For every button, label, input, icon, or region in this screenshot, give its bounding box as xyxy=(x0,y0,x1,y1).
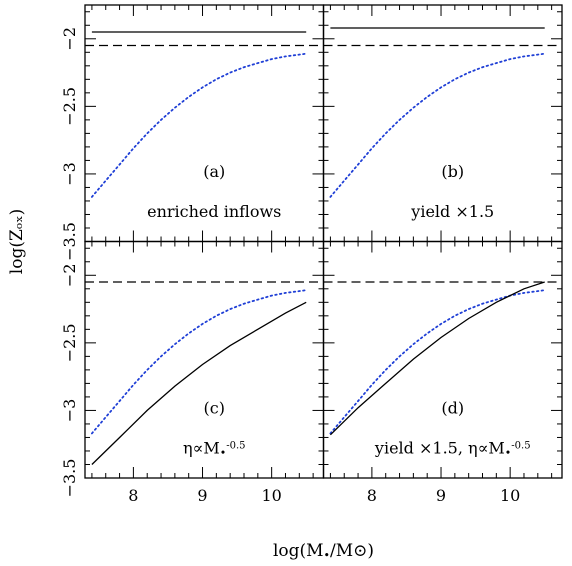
panel-d: 8 9 10 (d) yield ×1.5, η∝M•-0.5 xyxy=(322,240,563,505)
y-axis-label: log(Zₒₓ) xyxy=(7,209,27,274)
y-tick-label: −3 xyxy=(60,399,79,423)
y-tick-label: −2 xyxy=(60,263,79,287)
panel-a: −2 −2.5 −3 −3.5 (a) enriched inflows xyxy=(60,4,325,261)
panel-frame xyxy=(322,240,563,479)
panel-label: (d) xyxy=(441,399,464,418)
x-tick-label: 9 xyxy=(436,486,446,505)
y-tick-label: −2 xyxy=(60,27,79,51)
y-tick-label: −3 xyxy=(60,162,79,186)
panels: −2 −2.5 −3 −3.5 (a) enriched inflows (b) yield … xyxy=(60,4,563,505)
panel-label: (b) xyxy=(441,162,464,181)
dotted-series-line xyxy=(329,52,546,198)
x-axis-label: log(M•/M⊙) xyxy=(273,541,374,562)
dotted-series-line xyxy=(91,289,308,435)
panel-annotation: yield ×1.5, η∝M•-0.5 xyxy=(374,439,531,460)
x-tick-label: 10 xyxy=(500,486,520,505)
panel-label: (c) xyxy=(204,399,225,418)
panel-label: (a) xyxy=(203,162,225,181)
x-tick-label: 9 xyxy=(197,486,207,505)
panel-annotation: yield ×1.5 xyxy=(410,202,494,221)
panel-b: (b) yield ×1.5 xyxy=(322,4,563,243)
x-tick-label: 8 xyxy=(128,486,138,505)
panel-annotation: η∝M•-0.5 xyxy=(183,439,246,460)
panel-c: −2 −2.5 −3 −3.5 8 9 10 (c) η∝M•-0.5 xyxy=(60,240,325,505)
x-tick-label: 8 xyxy=(367,486,377,505)
y-tick-label: −3.5 xyxy=(60,222,79,261)
solid-series-line xyxy=(91,301,307,465)
dotted-series-line xyxy=(91,52,308,198)
y-tick-label: −2.5 xyxy=(60,87,79,126)
x-tick-label: 10 xyxy=(261,486,281,505)
solid-series-line xyxy=(329,281,545,436)
panel-annotation: enriched inflows xyxy=(147,202,281,221)
dotted-series-line xyxy=(329,289,546,435)
y-tick-label: −3.5 xyxy=(60,459,79,498)
y-tick-label: −2.5 xyxy=(60,323,79,362)
